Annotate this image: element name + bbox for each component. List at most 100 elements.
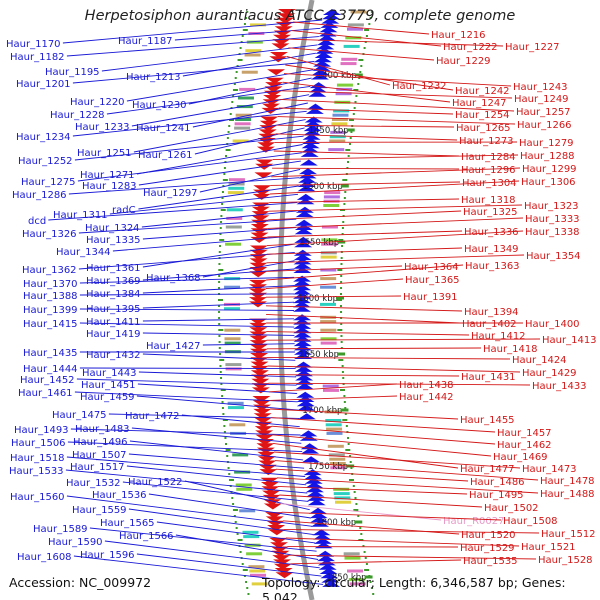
minor-tick: [227, 131, 230, 133]
reverse-gene-arrow: [263, 499, 282, 506]
feature-block: [329, 139, 346, 143]
feature-block: [329, 135, 346, 139]
leader-line: [285, 537, 520, 547]
leader-line: [136, 395, 299, 411]
forward-gene-arrow: [306, 490, 325, 497]
minor-tick: [240, 41, 243, 43]
minor-tick: [342, 377, 345, 379]
forward-gene-arrow: [305, 486, 324, 493]
leader-line: [66, 36, 319, 57]
kbp-label: 1850 kbp: [326, 573, 366, 583]
feature-block: [323, 195, 340, 199]
minor-tick: [340, 347, 343, 349]
leader-line: [275, 133, 458, 141]
leader-line: [266, 264, 464, 281]
gene-label: Haur_1590: [48, 537, 103, 548]
minor-tick: [246, 11, 249, 13]
minor-tick: [358, 539, 364, 541]
gene-label: Haur_1233: [75, 122, 130, 133]
gene-label: Haur_1533: [9, 466, 64, 477]
minor-tick: [353, 509, 359, 511]
leader-line: [142, 332, 295, 336]
gene-label: Haur_1433: [532, 381, 587, 392]
feature-block: [235, 113, 252, 117]
minor-tick: [243, 23, 246, 25]
leader-line: [74, 391, 298, 403]
feature-block: [331, 122, 348, 126]
reverse-gene-arrow: [255, 430, 274, 437]
forward-gene-arrow: [297, 413, 316, 420]
minor-tick: [340, 257, 343, 259]
feature-block: [224, 341, 241, 345]
forward-gene-arrow: [302, 133, 321, 140]
reverse-gene-arrow: [254, 172, 273, 179]
feature-block: [227, 401, 244, 405]
gene-label: Haur_1349: [464, 244, 519, 255]
gene-label: Haur_1559: [72, 505, 127, 516]
kbp-label: 1750 kbp: [308, 462, 348, 472]
feature-block: [239, 509, 256, 513]
gene-label: Haur_1400: [525, 319, 580, 330]
gene-label: Haur_1241: [136, 123, 191, 134]
feature-block: [345, 36, 362, 40]
leader-line: [48, 202, 298, 221]
feature-block: [225, 363, 242, 367]
minor-tick: [223, 173, 226, 175]
leader-line: [126, 465, 307, 486]
minor-tick: [232, 509, 238, 511]
gene-label: Haur_1518: [10, 453, 65, 464]
forward-gene-arrow: [295, 219, 314, 226]
feature-block: [250, 23, 267, 27]
reverse-gene-arrow: [265, 516, 284, 523]
feature-block: [322, 388, 339, 392]
reverse-gene-arrow: [250, 232, 269, 239]
minor-tick: [218, 287, 221, 289]
forward-gene-arrow: [297, 181, 316, 187]
major-tick: [364, 575, 373, 579]
leader-line: [272, 167, 460, 170]
minor-tick: [241, 563, 244, 565]
minor-tick: [220, 209, 226, 211]
leader-line: [269, 198, 460, 204]
minor-tick: [360, 65, 363, 67]
minor-tick: [245, 581, 248, 583]
gene-label: Haur_1296: [461, 165, 516, 176]
gene-label: Haur_1495: [469, 490, 524, 501]
reverse-gene-arrow: [253, 408, 272, 415]
gene-label: Haur_1304: [462, 178, 517, 189]
minor-tick: [242, 569, 248, 571]
gene-label: Haur_1508: [503, 516, 558, 527]
minor-tick: [239, 551, 242, 553]
feature-block: [224, 337, 241, 341]
leader-line: [156, 521, 316, 544]
minor-tick: [340, 335, 343, 337]
gene-label: Haur_1326: [22, 229, 77, 240]
minor-tick: [218, 335, 221, 337]
minor-tick: [372, 593, 375, 595]
leader-line: [266, 313, 461, 324]
reverse-gene-arrow: [249, 249, 268, 256]
gene-label: Haur_1283: [82, 181, 137, 192]
feature-block: [346, 27, 363, 31]
reverse-gene-arrow: [263, 503, 282, 510]
feature-block: [334, 496, 351, 500]
gene-label: Haur_1391: [403, 292, 458, 303]
gene-label: Haur_1443: [82, 368, 137, 379]
leader-line: [62, 19, 323, 44]
reverse-gene-arrow: [274, 568, 293, 574]
forward-gene-arrow: [308, 86, 327, 93]
reverse-gene-arrow: [249, 301, 268, 308]
minor-tick: [359, 71, 362, 73]
feature-block: [251, 582, 268, 586]
reverse-gene-arrow: [275, 572, 294, 579]
gene-label: Haur_1529: [460, 543, 515, 554]
reverse-gene-arrow: [267, 529, 286, 536]
minor-tick: [337, 329, 343, 331]
minor-tick: [226, 137, 229, 139]
minor-tick: [233, 515, 236, 517]
minor-tick: [340, 287, 343, 289]
minor-tick: [231, 497, 234, 499]
reverse-gene-arrow: [250, 361, 269, 368]
forward-gene-arrow: [307, 499, 326, 506]
feature-block: [349, 582, 366, 586]
